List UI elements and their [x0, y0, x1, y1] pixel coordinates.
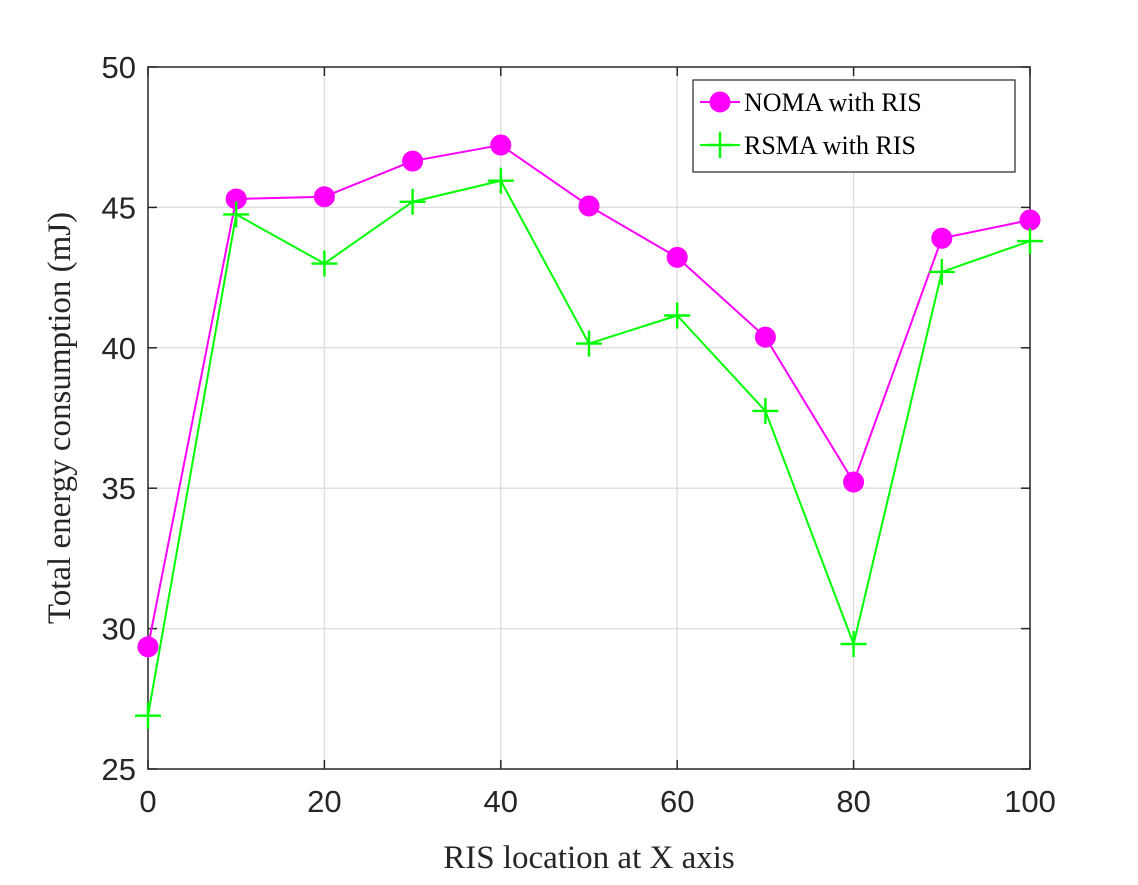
- data-point: [137, 636, 159, 658]
- legend-box: [692, 79, 1016, 173]
- data-point: [135, 702, 161, 729]
- data-point: [666, 246, 688, 268]
- data-point: [490, 134, 512, 156]
- data-series: [135, 134, 1043, 729]
- y-tick-label: 30: [102, 612, 136, 647]
- legend-label: NOMA with RIS: [744, 88, 922, 117]
- data-point: [752, 397, 779, 424]
- y-tick-label: 25: [102, 752, 136, 787]
- legend-marker: [707, 132, 733, 158]
- data-point: [402, 150, 424, 172]
- grid-lines: [148, 67, 1030, 769]
- legend-item: NOMA with RIS: [700, 88, 922, 117]
- data-point: [1017, 228, 1043, 255]
- y-tick-label: 35: [102, 471, 136, 506]
- y-tick-label: 45: [102, 190, 136, 225]
- x-tick-label: 20: [307, 784, 341, 819]
- x-tick-label: 80: [836, 784, 870, 819]
- series-rsma-with-ris: [135, 167, 1043, 729]
- y-tick-label: 40: [102, 331, 136, 366]
- y-tick-label: 50: [102, 50, 136, 85]
- data-point: [931, 227, 953, 249]
- data-point: [311, 250, 338, 277]
- data-point: [576, 330, 602, 357]
- data-point: [487, 167, 514, 194]
- axis-ticks: 0 20 40 60 80 100 25 30 35 40 45 50: [102, 50, 1056, 819]
- data-point: [313, 186, 335, 208]
- legend-marker: [709, 91, 731, 113]
- data-point: [928, 258, 955, 285]
- data-point: [664, 302, 691, 329]
- plot-area: [147, 66, 1031, 770]
- data-point: [223, 201, 250, 228]
- data-point: [840, 631, 867, 658]
- x-tick-label: 60: [660, 784, 694, 819]
- legend-label: RSMA with RIS: [744, 131, 916, 160]
- data-point: [399, 188, 426, 215]
- legend-item: RSMA with RIS: [700, 131, 916, 160]
- legend: NOMA with RIS RSMA with RIS: [692, 79, 1016, 173]
- y-axis-label: Total energy consumption (mJ): [42, 212, 78, 624]
- series-noma-with-ris: [137, 134, 1041, 658]
- data-point: [578, 195, 600, 217]
- x-tick-label: 0: [139, 784, 156, 819]
- x-axis-label: RIS location at X axis: [443, 840, 734, 876]
- data-point: [1019, 209, 1041, 231]
- data-point: [754, 326, 776, 348]
- x-tick-label: 100: [1004, 784, 1056, 819]
- data-point: [843, 471, 865, 493]
- x-tick-label: 40: [484, 784, 518, 819]
